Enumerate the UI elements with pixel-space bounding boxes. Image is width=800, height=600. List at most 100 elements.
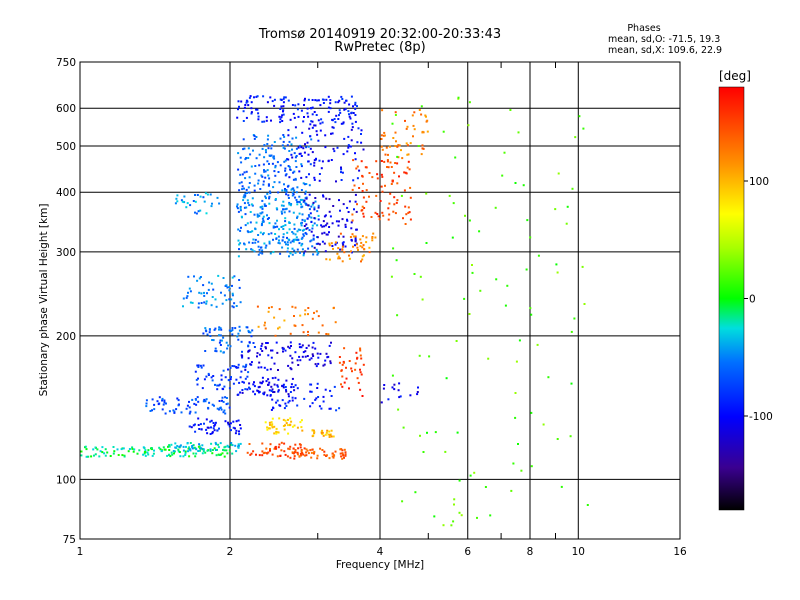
echo-point (257, 366, 260, 369)
echo-point (380, 145, 383, 148)
echo-point (339, 232, 342, 235)
echo-point (284, 208, 287, 211)
echo-point (387, 166, 390, 169)
echo-point (350, 139, 353, 142)
echo-point (270, 232, 273, 235)
echo-point (312, 434, 315, 437)
echo-point (390, 275, 393, 278)
echo-point (329, 360, 332, 363)
echo-point (184, 452, 187, 455)
echo-point (273, 104, 276, 107)
echo-point (320, 407, 323, 410)
echo-point (254, 165, 257, 167)
echo-point (283, 211, 286, 214)
echo-point (424, 114, 427, 117)
phases-title: Phases (627, 23, 660, 34)
echo-point (280, 225, 283, 228)
echo-point (529, 236, 532, 239)
echo-point (279, 108, 282, 110)
echo-point (383, 384, 386, 386)
echo-point (200, 366, 203, 369)
echo-point (340, 455, 343, 458)
echo-point (252, 238, 255, 241)
echo-point (313, 176, 316, 179)
echo-point (309, 163, 312, 166)
echo-point (417, 386, 419, 389)
echo-point (425, 242, 428, 244)
echo-point (368, 246, 371, 249)
echo-point (288, 347, 291, 350)
echo-point (354, 114, 357, 116)
echo-point (457, 97, 460, 100)
echo-point (262, 233, 264, 236)
echo-point (220, 408, 223, 411)
echo-point (210, 442, 213, 445)
echo-point (181, 200, 184, 203)
echo-point (142, 446, 145, 449)
chart-subtitle: RwPretec (8p) (334, 40, 425, 55)
echo-point (84, 445, 87, 448)
echo-point (282, 204, 285, 207)
echo-point (237, 446, 240, 449)
echo-point (187, 275, 190, 278)
echo-point (244, 104, 247, 106)
echo-point (306, 217, 309, 220)
echo-point (195, 452, 198, 455)
echo-point (407, 211, 410, 214)
echo-point (293, 389, 296, 392)
y-tick-label: 300 (56, 247, 76, 259)
echo-point (178, 451, 181, 453)
echo-point (227, 344, 230, 347)
echo-point (345, 99, 348, 102)
echo-point (318, 159, 321, 162)
echo-point (248, 182, 251, 184)
echo-point (400, 194, 403, 197)
echo-point (222, 411, 225, 414)
echo-point (241, 391, 244, 394)
echo-point (318, 405, 321, 408)
echo-point (476, 516, 478, 519)
echo-point (205, 398, 208, 401)
echo-point (277, 191, 280, 194)
echo-point (310, 221, 313, 223)
echo-point (330, 242, 333, 245)
y-tick-label: 75 (63, 534, 76, 546)
echo-point (537, 254, 540, 257)
echo-point (316, 253, 319, 256)
echo-point (239, 427, 242, 430)
echo-point (247, 147, 250, 150)
echo-point (296, 186, 299, 189)
echo-point (530, 411, 533, 414)
echo-point (316, 133, 319, 136)
echo-point (238, 433, 241, 436)
echo-point (178, 445, 181, 448)
echo-point (257, 234, 260, 236)
echo-point (360, 129, 363, 132)
echo-point (269, 192, 272, 195)
echo-point (257, 115, 260, 118)
echo-point (207, 288, 210, 291)
echo-point (305, 454, 308, 457)
echo-point (194, 194, 196, 196)
echo-point (316, 387, 319, 389)
echo-point (300, 346, 303, 349)
echo-point (268, 427, 270, 430)
echo-point (413, 111, 416, 114)
echo-point (280, 210, 283, 213)
echo-point (354, 107, 357, 110)
echo-point (391, 386, 394, 389)
echo-point (357, 381, 360, 384)
echo-point (288, 203, 291, 206)
echo-point (310, 216, 313, 219)
echo-point (222, 400, 225, 403)
echo-point (321, 225, 324, 228)
echo-point (389, 161, 392, 164)
echo-point (260, 382, 263, 385)
echo-point (257, 325, 260, 328)
echo-point (428, 355, 431, 358)
echo-point (189, 204, 192, 207)
echo-point (280, 99, 283, 101)
echo-point (206, 292, 208, 295)
echo-point (216, 384, 219, 387)
echo-point (240, 340, 243, 343)
